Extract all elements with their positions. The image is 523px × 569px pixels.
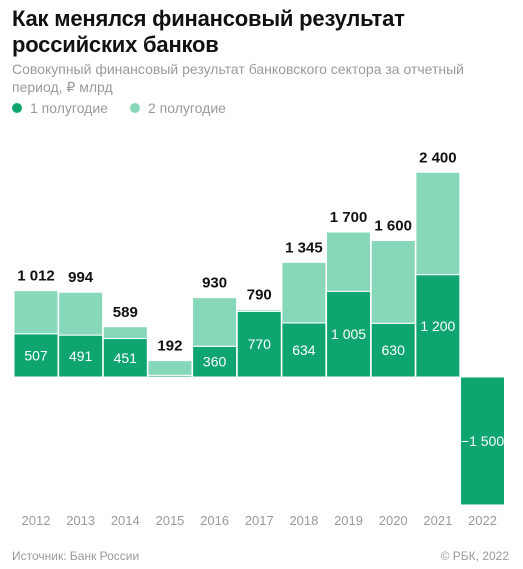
bar-h2-2019 bbox=[326, 231, 372, 292]
x-tick-label-2013: 2013 bbox=[66, 513, 95, 528]
h1-value-label-2022: −1 500 bbox=[461, 433, 504, 449]
bar-h2-2021 bbox=[415, 171, 461, 276]
x-tick-label-2017: 2017 bbox=[245, 513, 274, 528]
bar-h1-2017 bbox=[236, 310, 282, 378]
h1-value-label-2017: 770 bbox=[248, 336, 272, 352]
h1-value-label-2016: 360 bbox=[203, 354, 227, 370]
x-tick-label-2014: 2014 bbox=[111, 513, 140, 528]
total-label-2018: 1 345 bbox=[285, 239, 323, 256]
source-note: Источник: Банк России bbox=[12, 549, 140, 563]
bar-h1-2018 bbox=[281, 322, 327, 378]
total-label-2019: 1 700 bbox=[330, 209, 368, 226]
legend-label-h2: 2 полугодие bbox=[147, 100, 226, 116]
bar-h2-2012 bbox=[13, 290, 59, 335]
total-label-2015: 192 bbox=[157, 338, 182, 355]
bar-h1-2012 bbox=[13, 333, 59, 378]
bar-h1-2014 bbox=[102, 338, 148, 378]
h1-value-label-2018: 634 bbox=[292, 342, 316, 358]
copyright-note: © РБК, 2022 bbox=[440, 549, 509, 563]
total-label-2012: 1 012 bbox=[17, 268, 55, 285]
h1-value-label-2020: 630 bbox=[382, 342, 406, 358]
total-label-2016: 930 bbox=[202, 275, 227, 292]
chart-subtitle: Совокупный финансовый результат банковск… bbox=[12, 61, 464, 95]
legend-item-h2: 2 полугодие bbox=[129, 100, 226, 116]
bar-h1-2021 bbox=[415, 274, 461, 378]
total-label-2020: 1 600 bbox=[374, 218, 412, 235]
bar-h1-2020 bbox=[370, 322, 416, 378]
x-tick-label-2021: 2021 bbox=[423, 513, 452, 528]
h1-value-label-2019: 1 005 bbox=[331, 326, 366, 342]
chart-title: Как менялся финансовый результат российс… bbox=[12, 6, 405, 57]
total-label-2021: 2 400 bbox=[419, 149, 457, 166]
bar-h2-2017 bbox=[236, 309, 282, 312]
x-tick-label-2016: 2016 bbox=[200, 513, 229, 528]
legend-label-h1: 1 полугодие bbox=[30, 100, 108, 116]
bar-h2-2015 bbox=[147, 360, 193, 376]
total-label-2017: 790 bbox=[247, 287, 272, 304]
x-tick-label-2018: 2018 bbox=[289, 513, 318, 528]
total-label-2013: 994 bbox=[68, 269, 94, 286]
bar-h1-2016 bbox=[192, 345, 238, 378]
total-label-2014: 589 bbox=[113, 304, 138, 321]
bar-h2-2016 bbox=[192, 297, 238, 347]
bar-h2-2018 bbox=[281, 261, 327, 324]
x-tick-label-2015: 2015 bbox=[155, 513, 184, 528]
h1-value-label-2021: 1 200 bbox=[420, 318, 455, 334]
h1-value-label-2013: 491 bbox=[69, 348, 93, 364]
legend-swatch-h1 bbox=[12, 103, 22, 113]
bar-h1-2022 bbox=[460, 376, 505, 506]
legend-item-h1: 1 полугодие bbox=[12, 100, 108, 116]
legend: 1 полугодие 2 полугодие bbox=[12, 100, 226, 116]
bar-h2-2013 bbox=[58, 291, 104, 336]
x-tick-label-2020: 2020 bbox=[379, 513, 408, 528]
legend-swatch-h2 bbox=[129, 103, 140, 113]
bar-h2-2020 bbox=[370, 240, 416, 324]
h1-value-label-2014: 451 bbox=[114, 350, 138, 366]
x-tick-label-2012: 2012 bbox=[22, 513, 51, 528]
x-tick-label-2019: 2019 bbox=[334, 513, 363, 528]
h1-value-label-2012: 507 bbox=[24, 347, 48, 363]
x-tick-label-2022: 2022 bbox=[468, 513, 497, 528]
bar-h2-2014 bbox=[102, 326, 148, 340]
